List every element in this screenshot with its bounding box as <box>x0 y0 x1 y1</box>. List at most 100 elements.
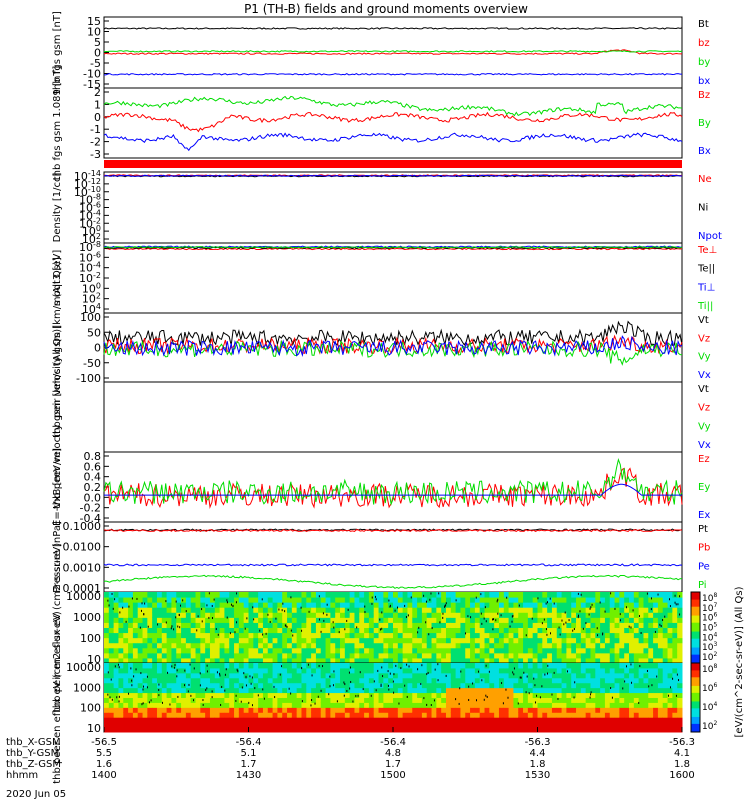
heatmap-cell <box>465 667 471 674</box>
heatmap-speck <box>141 602 143 605</box>
heatmap-cell <box>441 647 447 654</box>
heatmap-cell <box>523 697 529 703</box>
heatmap-speck <box>211 690 213 693</box>
heatmap-cell <box>489 672 495 679</box>
heatmap-speck <box>286 625 288 628</box>
heatmap-cell <box>335 687 341 694</box>
heatmap-cell <box>224 677 230 684</box>
heatmap-cell <box>340 682 346 689</box>
heatmap-cell <box>137 642 144 649</box>
heatmap-cell <box>450 682 457 689</box>
heatmap-cell <box>142 697 148 703</box>
heatmap-cell <box>296 642 302 649</box>
heatmap-cell <box>243 642 249 649</box>
heatmap-cell <box>373 692 380 698</box>
series-By <box>103 95 683 117</box>
heatmap-cell <box>301 632 307 639</box>
heatmap-cell <box>368 637 375 644</box>
heatmap-cell <box>248 727 254 733</box>
heatmap-cell <box>267 617 274 623</box>
heatmap-cell <box>489 712 495 718</box>
heatmap-cell <box>523 602 529 608</box>
heatmap-cell <box>551 592 558 598</box>
heatmap-cell <box>108 692 115 698</box>
heatmap-cell <box>166 722 172 728</box>
legend-Vz: Vz <box>698 403 710 414</box>
heatmap-cell <box>638 722 644 728</box>
heatmap-cell <box>532 692 538 698</box>
heatmap-cell <box>585 647 591 654</box>
heatmap-cell <box>383 617 389 623</box>
heatmap-cell <box>344 652 351 659</box>
heatmap-cell <box>503 712 510 718</box>
heatmap-cell <box>128 717 134 723</box>
colorbar-tick-label: 104 <box>702 701 717 713</box>
heatmap-cell <box>455 657 461 664</box>
heatmap-cell <box>253 607 259 613</box>
heatmap-cell <box>190 717 197 723</box>
heatmap-cell <box>431 722 437 728</box>
heatmap-cell <box>547 652 553 659</box>
heatmap-cell <box>282 727 288 733</box>
heatmap-speck <box>630 663 632 666</box>
heatmap-cell <box>291 637 298 644</box>
heatmap-speck <box>468 698 470 701</box>
heatmap-cell <box>104 617 110 623</box>
heatmap-cell <box>113 612 119 618</box>
heatmap-cell <box>397 597 404 603</box>
heatmap-speck <box>281 665 283 668</box>
heatmap-cell <box>364 722 370 728</box>
heatmap-cell <box>166 682 172 689</box>
heatmap-cell <box>161 682 168 689</box>
heatmap-cell <box>527 607 534 613</box>
heatmap-cell <box>267 717 274 723</box>
heatmap-cell <box>604 642 611 649</box>
heatmap-cell <box>224 712 230 718</box>
heatmap-cell <box>465 597 471 603</box>
heatmap-speck <box>251 676 253 679</box>
heatmap-speck <box>243 672 245 675</box>
heatmap-cell <box>465 707 471 713</box>
heatmap-cell <box>171 627 177 634</box>
heatmap-cell <box>484 682 490 689</box>
heatmap-cell <box>156 617 163 623</box>
heatmap-cell <box>359 652 365 659</box>
heatmap-cell <box>277 597 283 603</box>
heatmap-cell <box>142 642 148 649</box>
heatmap-cell <box>653 647 659 654</box>
heatmap-cell <box>128 607 134 613</box>
heatmap-cell <box>315 657 322 664</box>
heatmap-cell <box>445 602 452 608</box>
heatmap-cell <box>638 682 644 689</box>
heatmap-cell <box>633 677 640 684</box>
heatmap-cell <box>272 612 278 618</box>
heatmap-cell <box>638 642 644 649</box>
heatmap-cell <box>484 707 490 713</box>
heatmap-cell <box>330 597 336 603</box>
heatmap-cell <box>132 647 139 654</box>
heatmap-cell <box>633 697 640 703</box>
heatmap-cell <box>441 607 447 613</box>
axis-row-value: 1400 <box>91 770 116 781</box>
heatmap-cell <box>320 663 327 669</box>
heatmap-cell <box>412 677 418 684</box>
heatmap-cell <box>417 707 423 713</box>
heatmap-cell <box>653 642 659 649</box>
heatmap-cell <box>349 647 355 654</box>
heatmap-speck <box>320 689 322 692</box>
heatmap-cell <box>171 642 177 649</box>
heatmap-speck <box>668 694 670 697</box>
y-tick-label: 0.0100 <box>63 541 102 554</box>
heatmap-cell <box>113 617 119 623</box>
heatmap-cell <box>132 597 139 603</box>
heatmap-cell <box>484 717 490 723</box>
heatmap-cell <box>590 663 596 669</box>
heatmap-cell <box>402 687 408 694</box>
heatmap-cell <box>296 697 302 703</box>
heatmap-cell <box>638 652 644 659</box>
heatmap-speck <box>545 628 547 631</box>
heatmap-cell <box>373 592 380 598</box>
heatmap-cell <box>152 663 158 669</box>
heatmap-cell <box>417 622 423 628</box>
heatmap-cell <box>633 632 640 639</box>
